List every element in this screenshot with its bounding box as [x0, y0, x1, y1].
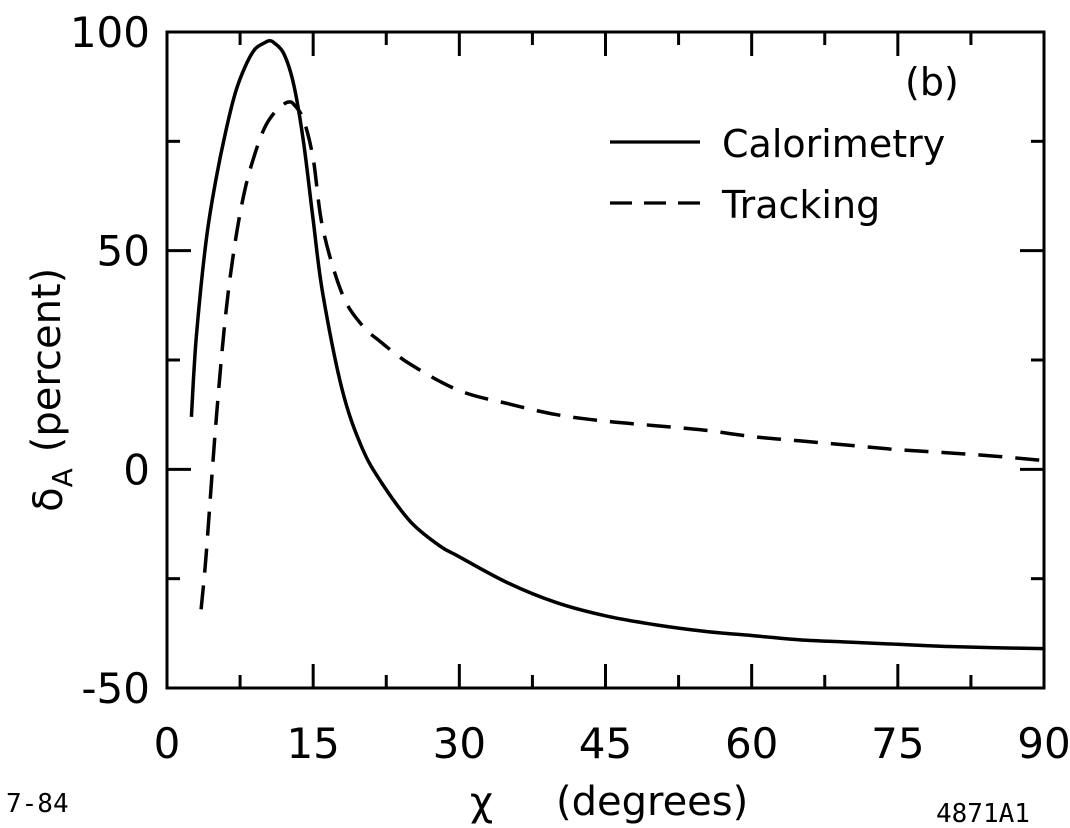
y-axis-symbol: δA — [26, 468, 79, 512]
ticks — [167, 32, 1044, 688]
y-tick-label-100: 100 — [70, 8, 150, 57]
series-tracking-line — [199, 100, 1045, 610]
x-axis-label: (degrees) — [556, 779, 748, 825]
x-tick-label-45: 45 — [579, 719, 632, 768]
series-layer — [189, 38, 1045, 651]
x-tick-label-30: 30 — [433, 719, 486, 768]
y-tick-label-0: 0 — [123, 445, 150, 494]
y-axis-symbol-subscript: A — [46, 468, 79, 487]
x-axis-symbol: χ — [470, 779, 493, 825]
x-tick-label-0: 0 — [154, 719, 181, 768]
x-tick-label-15: 15 — [286, 719, 339, 768]
y-axis-label: (percent) — [24, 268, 70, 452]
y-axis-symbol-main: δ — [26, 487, 72, 511]
y-tick-label--50: -50 — [81, 664, 150, 713]
legend-label-calorimetry: Calorimetry — [722, 122, 945, 166]
x-tick-label-90: 90 — [1017, 719, 1070, 768]
corner-label-right: 4871A1 — [936, 799, 1030, 828]
legend: Calorimetry Tracking — [610, 122, 945, 227]
panel-label: (b) — [905, 60, 959, 104]
x-tick-label-75: 75 — [871, 719, 924, 768]
x-tick-label-60: 60 — [725, 719, 778, 768]
y-tick-label-50: 50 — [97, 227, 150, 276]
series-calorimetry-line — [189, 38, 1045, 651]
legend-label-tracking: Tracking — [721, 183, 880, 227]
corner-label-left: 7-84 — [6, 789, 69, 819]
